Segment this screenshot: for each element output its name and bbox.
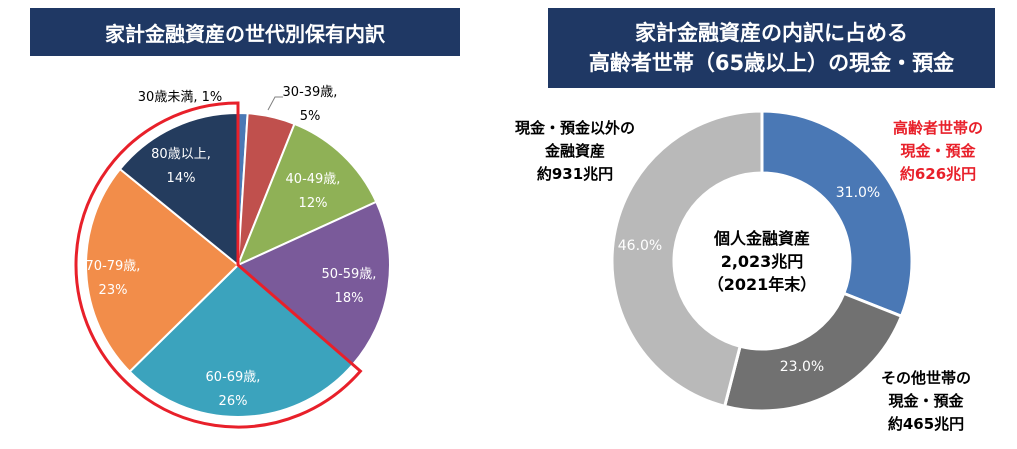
donut-slice-1 — [760, 109, 914, 319]
donut-label-3: 現金・預金以外の金融資産約931兆円 — [515, 119, 635, 183]
pie-label-2-line-2: 5% — [300, 109, 321, 124]
left-chart-title-text: 家計金融資産の世代別保有内訳 — [105, 21, 385, 46]
pie-label-7-line-1: 80歳以上, — [151, 147, 211, 162]
donut-slice-2 — [722, 291, 904, 413]
donut-label-2: その他世帯の現金・預金約465兆円 — [881, 369, 971, 433]
donut-center-text-line-3: （2021年末） — [708, 275, 817, 294]
pie-slice-7 — [118, 111, 239, 268]
pie-slice-5 — [128, 263, 355, 418]
pie-label-3: 40-49歳, 12% — [286, 172, 341, 211]
highlight-outline — [74, 101, 363, 429]
pie-label-6: 70-79歳, 23% — [86, 259, 141, 298]
pie-label-2-line-1: 30-39歳, — [283, 85, 338, 100]
donut-center-text: 個人金融資産 2,023兆円 （2021年末） — [708, 229, 817, 294]
pie-label-5-line-2: 26% — [219, 394, 248, 409]
donut-value-3: 46.0% — [618, 238, 662, 254]
right-chart-title-line2: 高齢者世帯（65歳以上）の現金・預金 — [588, 51, 955, 75]
pie-slice-4 — [236, 200, 391, 366]
donut-label-2-line-1: その他世帯の — [881, 369, 971, 387]
donut-value-1: 31.0% — [836, 185, 880, 201]
pie-label-6-line-2: 23% — [99, 283, 128, 298]
left-chart-title: 家計金融資産の世代別保有内訳 — [30, 8, 460, 56]
pie-label-5-line-1: 60-69歳, — [206, 370, 261, 385]
donut-slice-3 — [610, 109, 764, 409]
leader-line-30-39 — [267, 96, 283, 111]
pie-label-6-line-1: 70-79歳, — [86, 259, 141, 274]
pie-label-2: 30-39歳, 5% — [283, 85, 338, 124]
pie-label-inline-1: 30歳未満, 1% — [138, 90, 222, 105]
pie-label-4: 50-59歳, 18% — [322, 267, 377, 306]
donut-label-3-line-2: 金融資産 — [544, 142, 605, 160]
pie-slice-6 — [85, 167, 240, 374]
donut-center-text-line-1: 個人金融資産 — [713, 229, 810, 248]
donut-value-2: 23.0% — [780, 359, 824, 375]
pie-label-5: 60-69歳, 26% — [206, 370, 261, 409]
pie-label-3-line-1: 40-49歳, — [286, 172, 341, 187]
donut-label-2-line-2: 現金・預金 — [888, 392, 964, 410]
donut-label-1-line-3: 約626兆円 — [900, 165, 976, 183]
donut-label-3-line-3: 約931兆円 — [537, 165, 613, 183]
pie-label-4-line-1: 50-59歳, — [322, 267, 377, 282]
donut-label-1-line-2: 現金・預金 — [900, 142, 976, 160]
pie-label-7-line-2: 14% — [167, 171, 196, 186]
donut-center-text-line-2: 2,023兆円 — [721, 252, 804, 271]
donut-label-2-line-3: 約465兆円 — [888, 415, 964, 433]
right-chart-title-line1: 家計金融資産の内訳に占める — [635, 21, 908, 45]
pie-slice-3 — [236, 122, 378, 267]
pie-label-3-line-2: 12% — [299, 196, 328, 211]
donut-label-1: 高齢者世帯の現金・預金約626兆円 — [893, 119, 983, 183]
donut-label-3-line-1: 現金・預金以外の — [515, 119, 635, 137]
donut-label-1-line-1: 高齢者世帯の — [893, 119, 983, 137]
pie-label-4-line-2: 18% — [335, 291, 364, 306]
pie-label-7: 80歳以上, 14% — [151, 147, 211, 186]
right-chart-title: 家計金融資産の内訳に占める 高齢者世帯（65歳以上）の現金・預金 — [548, 8, 995, 88]
